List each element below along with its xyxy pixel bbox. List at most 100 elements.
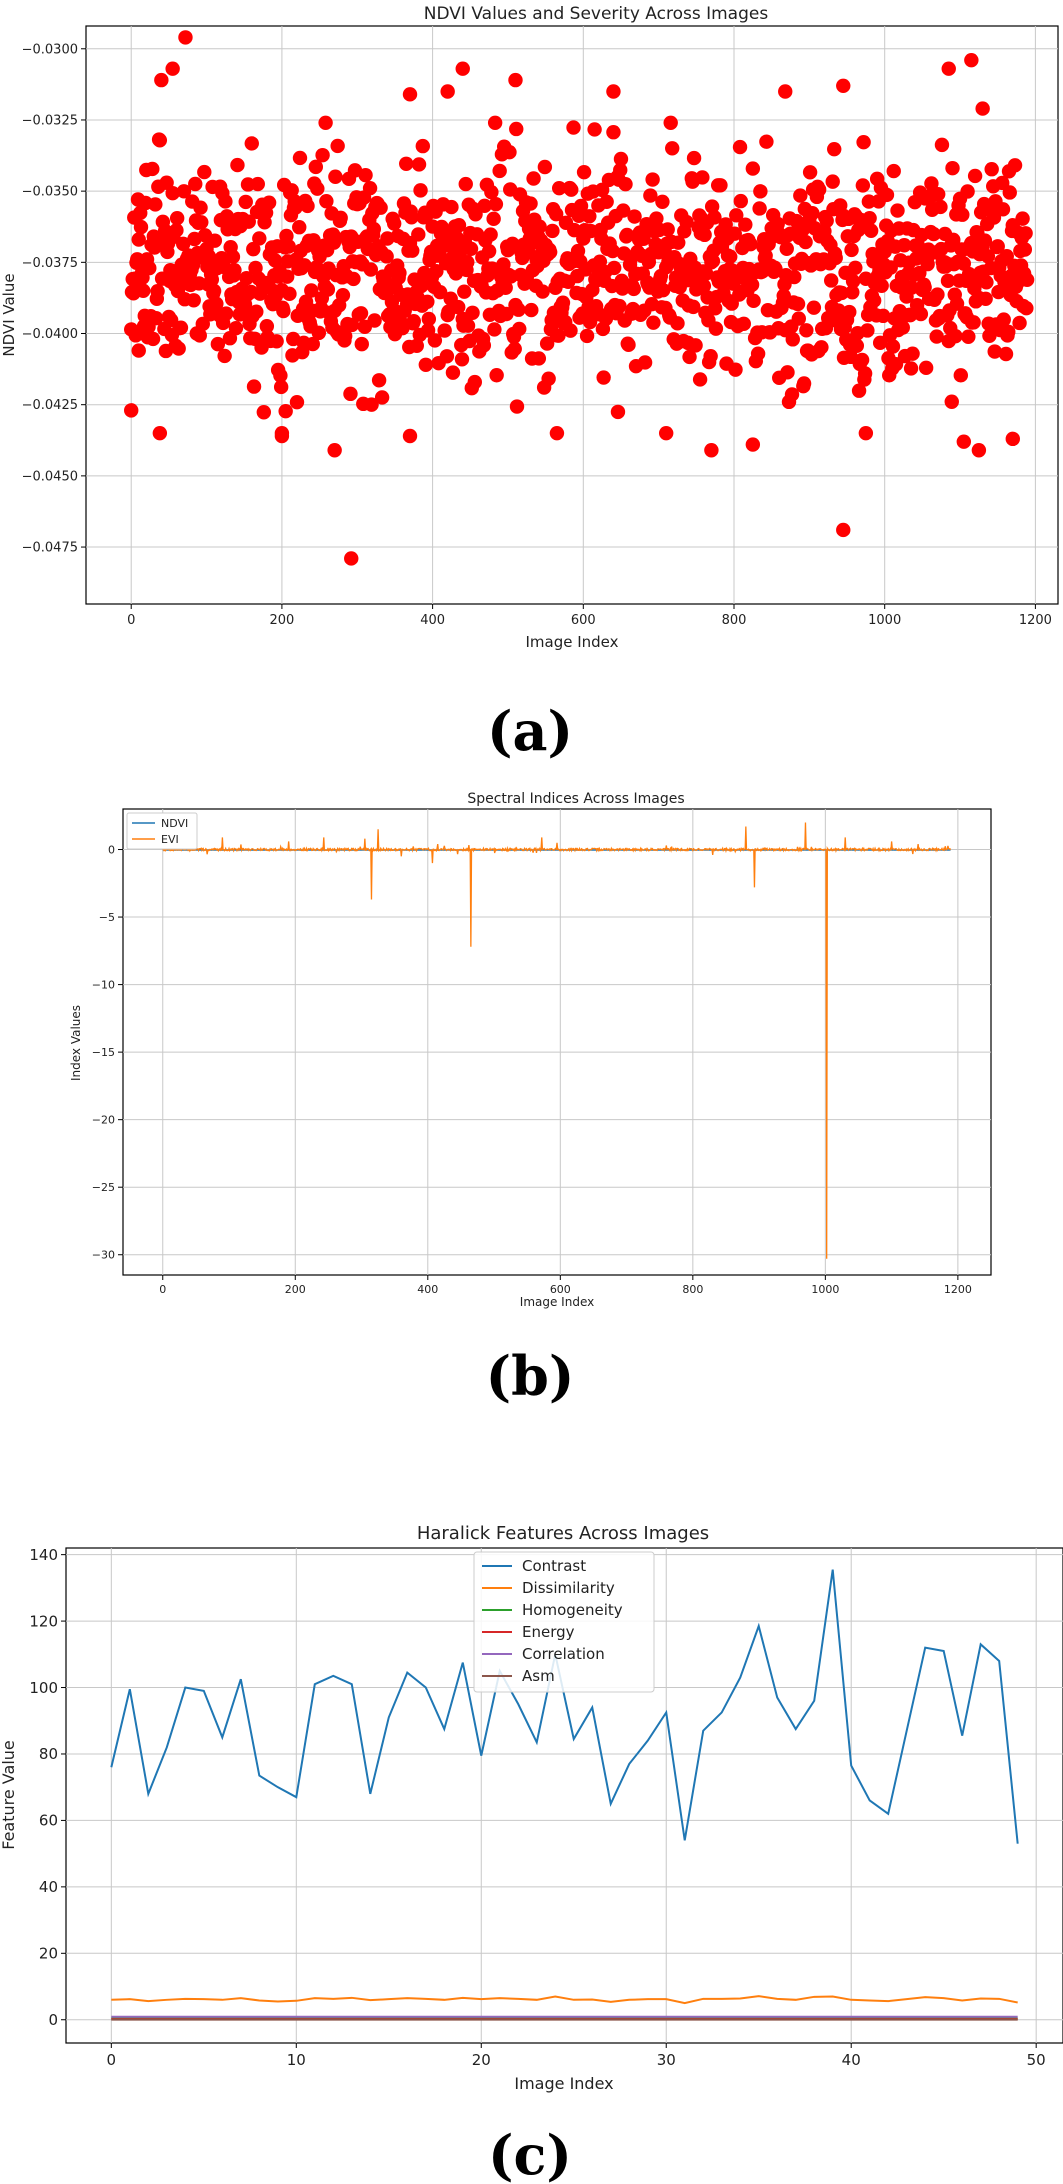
evi-line bbox=[162, 822, 952, 1259]
ndvi-point bbox=[879, 187, 895, 203]
ndvi-point bbox=[227, 262, 242, 278]
panel-a-ytick-label: −0.0375 bbox=[22, 256, 78, 271]
panel-a-xtick-label: 1200 bbox=[1019, 613, 1052, 628]
ndvi-point bbox=[192, 328, 207, 343]
ndvi-point bbox=[292, 220, 307, 235]
ndvi-point bbox=[824, 273, 839, 288]
ndvi-point bbox=[671, 235, 686, 250]
ndvi-point bbox=[979, 275, 994, 290]
panel-c-ytick-label: 140 bbox=[29, 1546, 58, 1564]
ndvi-point bbox=[437, 323, 452, 338]
ndvi-point bbox=[828, 250, 843, 266]
ndvi-point bbox=[282, 286, 297, 302]
panel-b-xtick-label: 600 bbox=[550, 1283, 571, 1296]
ndvi-point bbox=[996, 312, 1011, 327]
ndvi-point bbox=[966, 315, 981, 330]
ndvi-point bbox=[297, 258, 312, 273]
ndvi-point bbox=[913, 306, 929, 322]
panel-c-xtick-label: 0 bbox=[107, 2051, 117, 2069]
ndvi-point bbox=[627, 209, 642, 224]
ndvi-point bbox=[964, 52, 979, 68]
ndvi-point bbox=[502, 145, 517, 160]
panel-c-haralick-features: Haralick Features Across Images 0 10 20 30 4… bbox=[0, 1523, 1063, 2184]
ndvi-point bbox=[481, 244, 497, 259]
ndvi-point bbox=[128, 328, 143, 343]
ndvi-point bbox=[483, 227, 498, 242]
ndvi-point bbox=[679, 214, 694, 230]
ndvi-point bbox=[531, 351, 547, 366]
ndvi-point bbox=[872, 335, 888, 351]
ndvi-point bbox=[523, 196, 538, 211]
ndvi-point bbox=[230, 157, 245, 173]
ndvi-point bbox=[124, 403, 139, 418]
ndvi-point bbox=[940, 273, 956, 289]
ndvi-point bbox=[541, 371, 556, 386]
ndvi-point bbox=[953, 368, 968, 383]
ndvi-point bbox=[261, 195, 277, 210]
ndvi-point bbox=[1015, 211, 1030, 226]
ndvi-point bbox=[660, 222, 675, 237]
ndvi-point bbox=[159, 175, 174, 190]
panel-c-ytick-label: 60 bbox=[39, 1812, 58, 1830]
ndvi-point bbox=[718, 217, 733, 232]
ndvi-point bbox=[145, 161, 160, 177]
ndvi-point bbox=[802, 165, 818, 180]
ndvi-point bbox=[845, 285, 860, 300]
ndvi-point bbox=[498, 280, 513, 295]
ndvi-point bbox=[686, 299, 701, 315]
ndvi-point bbox=[148, 310, 164, 326]
ndvi-point bbox=[467, 374, 482, 390]
ndvi-point bbox=[207, 233, 223, 248]
ndvi-point bbox=[432, 284, 448, 300]
panel-b-xtick-label: 0 bbox=[159, 1283, 166, 1296]
ndvi-point bbox=[929, 329, 944, 344]
ndvi-point bbox=[165, 185, 180, 201]
ndvi-point bbox=[1002, 185, 1017, 200]
ndvi-point bbox=[960, 184, 975, 199]
panel-c-xtick-label: 50 bbox=[1027, 2051, 1046, 2069]
ndvi-point bbox=[930, 186, 946, 202]
ndvi-point bbox=[281, 239, 296, 254]
ndvi-point bbox=[796, 376, 812, 391]
ndvi-point bbox=[420, 294, 435, 309]
ndvi-point bbox=[304, 283, 319, 298]
ndvi-point bbox=[454, 352, 470, 367]
ndvi-point bbox=[315, 147, 330, 163]
ndvi-point bbox=[790, 296, 806, 312]
ndvi-point bbox=[949, 296, 965, 311]
panel-b-ytick-label: −10 bbox=[92, 978, 115, 991]
ndvi-point bbox=[956, 434, 972, 449]
ndvi-point bbox=[238, 194, 253, 210]
ndvi-point bbox=[279, 269, 295, 284]
ndvi-point bbox=[1001, 324, 1016, 340]
panel-c-ytick-label: 0 bbox=[48, 2011, 58, 2029]
panel-a-xtick-label: 1000 bbox=[868, 613, 901, 628]
ndvi-point bbox=[836, 522, 851, 538]
ndvi-point bbox=[429, 264, 444, 279]
ndvi-point bbox=[344, 551, 359, 566]
ndvi-point bbox=[844, 242, 859, 258]
ndvi-point bbox=[511, 302, 526, 317]
ndvi-point bbox=[732, 139, 748, 155]
ndvi-point bbox=[273, 379, 289, 395]
ndvi-point bbox=[934, 137, 950, 153]
ndvi-point bbox=[489, 368, 504, 383]
panel-c-title: Haralick Features Across Images bbox=[417, 1523, 709, 1544]
ndvi-point bbox=[610, 404, 626, 420]
ndvi-point bbox=[284, 183, 299, 198]
ndvi-point bbox=[537, 159, 553, 175]
ndvi-point bbox=[819, 213, 834, 228]
panel-b-xtick-label: 800 bbox=[682, 1283, 703, 1296]
ndvi-point bbox=[785, 332, 800, 347]
ndvi-point bbox=[152, 425, 168, 441]
legend-label-correlation: Correlation bbox=[522, 1645, 605, 1663]
panel-b-ytick-label: −20 bbox=[92, 1114, 115, 1127]
ndvi-point bbox=[858, 425, 874, 441]
ndvi-point bbox=[364, 397, 379, 412]
ndvi-point bbox=[551, 328, 566, 343]
ndvi-point bbox=[269, 334, 284, 349]
ndvi-point bbox=[186, 293, 201, 308]
ndvi-point bbox=[366, 221, 382, 237]
ndvi-point bbox=[744, 277, 760, 292]
ndvi-point bbox=[587, 122, 602, 137]
